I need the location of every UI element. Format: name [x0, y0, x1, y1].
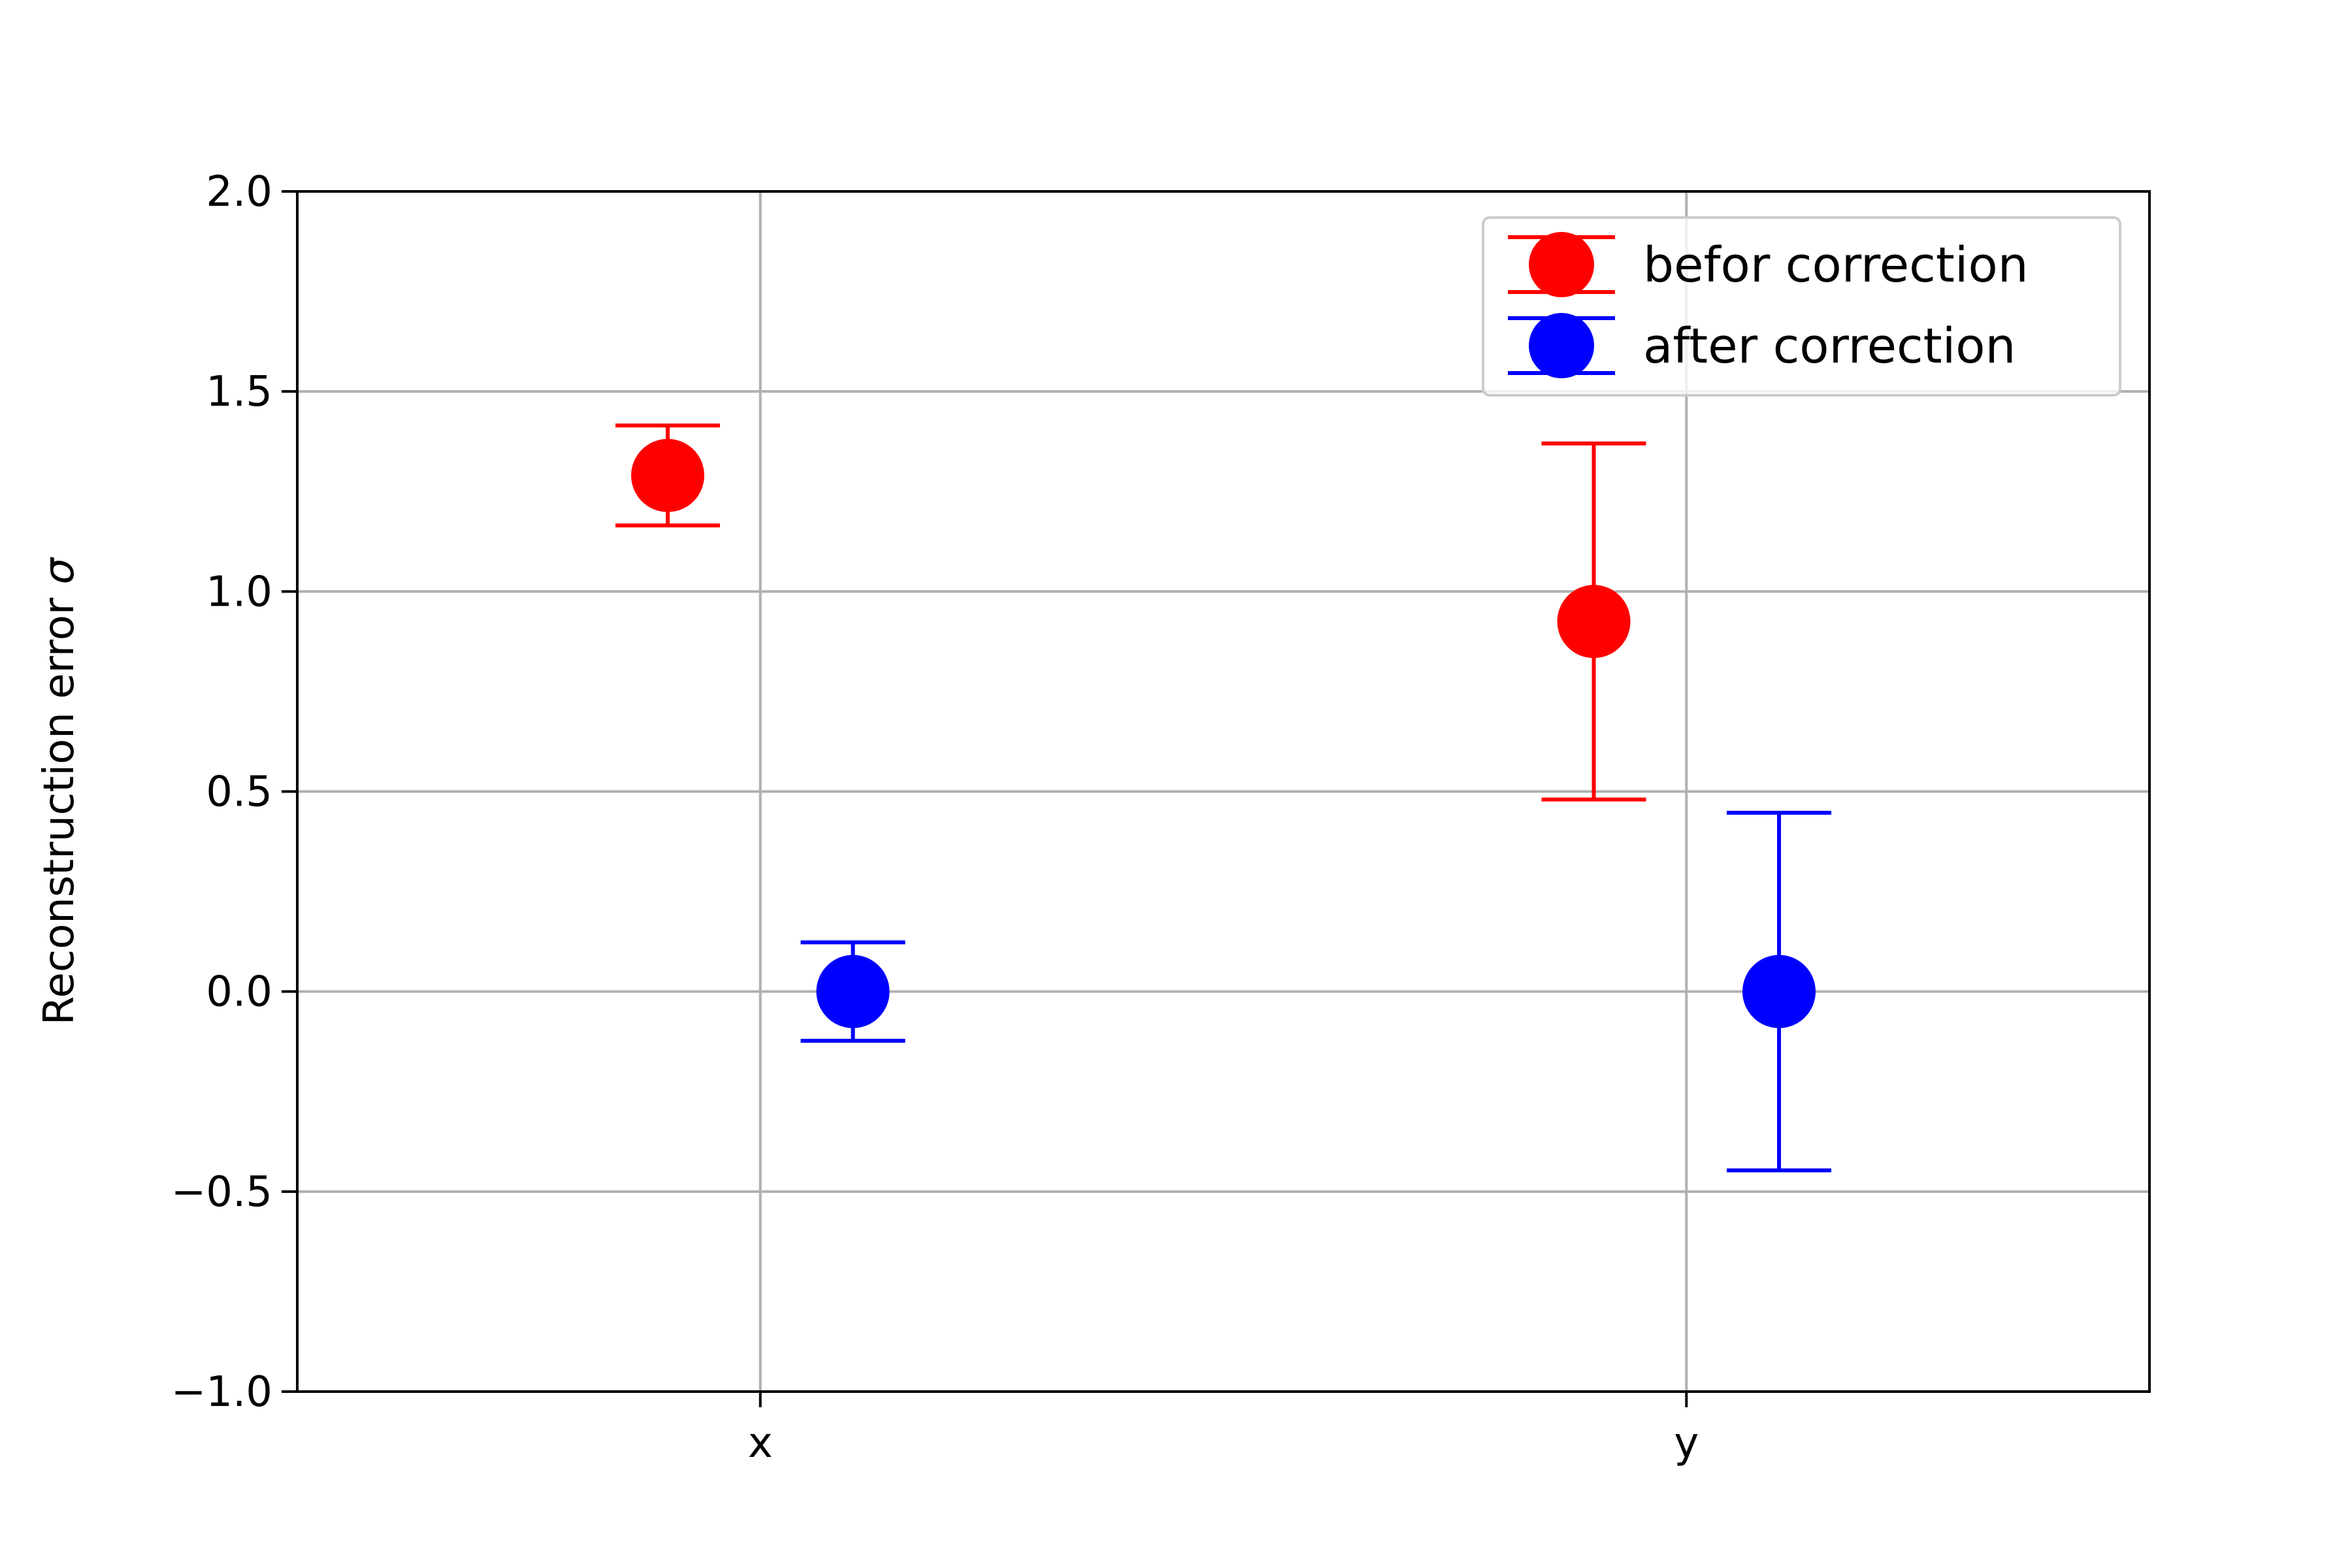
y-tick-label: −0.5	[171, 1168, 272, 1217]
y-tick-label: −1.0	[171, 1368, 272, 1416]
y-axis-label-text: Reconstruction error	[35, 584, 84, 1025]
data-point	[631, 438, 704, 512]
y-tick-label: 0.5	[206, 768, 272, 817]
y-tick-label: 2.0	[206, 168, 272, 216]
y-tick-label: 1.0	[206, 568, 272, 616]
legend: befor correction after correction	[1482, 216, 2121, 397]
data-point	[816, 955, 890, 1028]
legend-marker	[1529, 232, 1594, 297]
y-axis-label-symbol: σ	[35, 556, 84, 584]
data-series	[615, 423, 1831, 1173]
y-axis-label: Reconstruction error σ	[35, 556, 84, 1025]
series-1	[800, 810, 1831, 1173]
legend-label: after correction	[1643, 318, 2016, 374]
x-tick-label: x	[748, 1419, 773, 1467]
data-point	[1557, 585, 1631, 659]
legend-entry-1: after correction	[1508, 313, 2016, 378]
data-point	[1742, 955, 1816, 1028]
legend-label: befor correction	[1643, 237, 2029, 293]
y-tick-label: 1.5	[206, 368, 272, 416]
series-0	[615, 423, 1646, 802]
x-tick-label: y	[1674, 1419, 1699, 1467]
legend-entry-0: befor correction	[1508, 232, 2029, 297]
legend-box	[1482, 216, 2121, 397]
y-tick-label: 0.0	[206, 968, 272, 1017]
legend-marker	[1529, 313, 1594, 378]
axis-ticks: −1.0 −0.5 0.0 0.5 1.0 1.5 2.0 x y	[171, 168, 1699, 1467]
